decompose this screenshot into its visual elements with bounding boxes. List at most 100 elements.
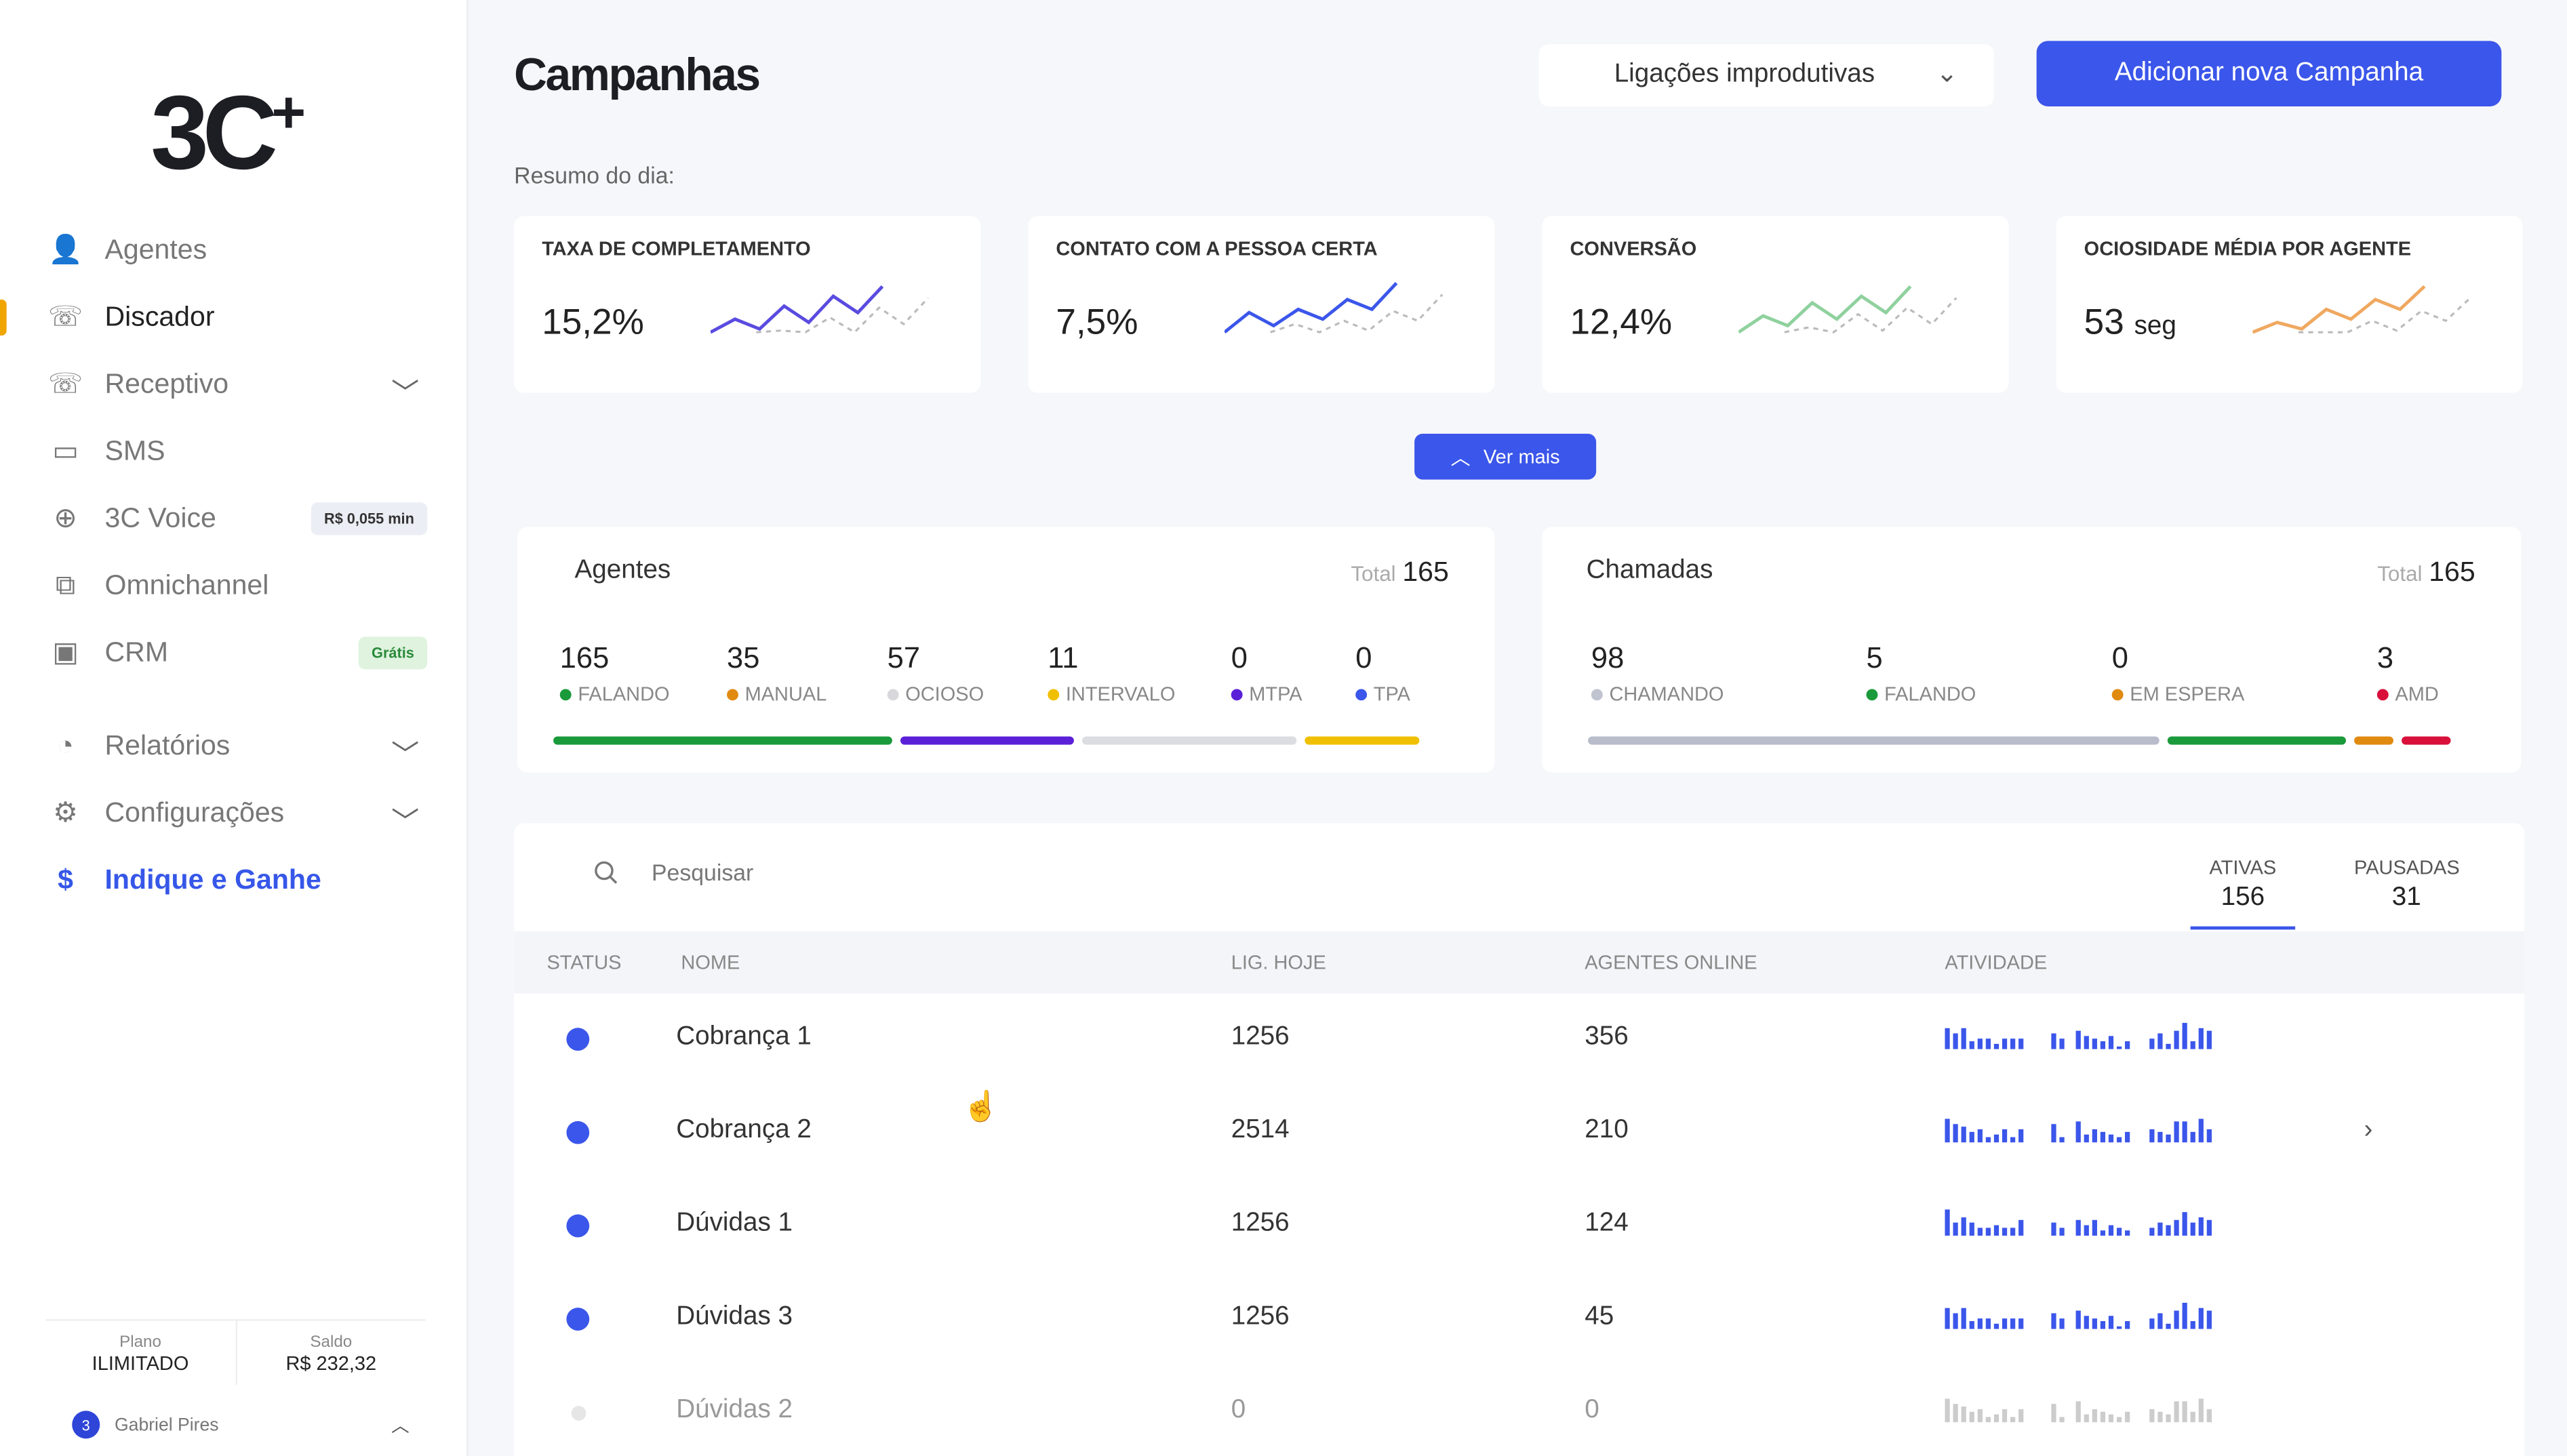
activity-bar [2092, 1409, 2097, 1423]
sidebar-item-receptivo[interactable]: ☏ Receptivo ﹀ [0, 350, 469, 418]
chevron-down-icon[interactable]: ﹀ [391, 807, 420, 838]
filter-select[interactable]: Ligações improdutivas ⌄ [1538, 44, 1994, 106]
status-dot-icon [559, 688, 572, 700]
add-campaign-button[interactable]: Adicionar nova Campanha [2036, 41, 2502, 106]
activity-bar [1945, 1398, 1950, 1423]
activity-bar [1953, 1033, 1958, 1049]
activity-bar [2075, 1310, 2081, 1329]
activity-bar [2190, 1222, 2195, 1236]
stat-value: 11 [1048, 641, 1079, 674]
table-row[interactable]: Dúvidas 1 1256 124 [514, 1180, 2524, 1274]
column-header[interactable]: NOME [681, 950, 740, 974]
avatar: 3 [72, 1411, 100, 1439]
stat-legend: EM ESPERA [2111, 683, 2244, 706]
activity-bar [1953, 1124, 1958, 1143]
tab-count: 156 [2221, 883, 2265, 912]
kpi-value: 7,5% [1056, 301, 1138, 344]
activity-bar [2157, 1411, 2163, 1423]
sidebar-item-sms[interactable]: ▭ SMS [0, 418, 469, 485]
column-header[interactable]: STATUS [546, 950, 622, 974]
agents-bar [553, 736, 1420, 745]
table-row[interactable]: Dúvidas 3 1256 45 [514, 1273, 2524, 1367]
tab-pausadas[interactable]: PAUSADAS 31 [2354, 856, 2460, 930]
plan: Plano ILIMITADO [46, 1320, 237, 1385]
activity-bar [2182, 1212, 2187, 1236]
kpi-sparkline [1738, 285, 1957, 334]
stat-manual: 35 MANUAL [727, 641, 827, 706]
activity-bar [2059, 1038, 2065, 1049]
activity-bar [1977, 1318, 1983, 1329]
activity-bar [1985, 1228, 1991, 1236]
balance: Saldo R$ 232,32 [237, 1321, 426, 1385]
sidebar-item-relat-rios[interactable]: ◔ Relatórios ﹀ [0, 712, 469, 779]
globe-icon: ⊕ [54, 502, 77, 533]
sidebar-item-3c-voice[interactable]: ⊕ 3C Voice R$ 0,055 min [0, 485, 469, 552]
campaign-name: Dúvidas 2 [676, 1396, 793, 1424]
activity-bar [2166, 1323, 2171, 1329]
chevron-up-icon[interactable]: ︿ [391, 1416, 410, 1436]
tab-ativas[interactable]: ATIVAS 156 [2190, 856, 2296, 930]
stat-em-espera: 0 EM ESPERA [2111, 641, 2244, 706]
calls-today: 1256 [1231, 1023, 1290, 1051]
activity-chart [1945, 1118, 2212, 1143]
status-dot-icon [1591, 688, 1603, 700]
chevron-right-icon[interactable]: › [2364, 1116, 2373, 1144]
agents-card: Agentes Total 165 165 FALANDO 35 MANUAL 57 OCI… [517, 527, 1495, 773]
sidebar-item-crm[interactable]: ▣ CRM Grátis [0, 619, 469, 686]
stat-legend: TPA [1355, 683, 1410, 706]
pie-chart-icon: ◔ [57, 729, 74, 761]
column-header[interactable]: ATIVIDADE [1945, 950, 2048, 974]
activity-bar [2108, 1316, 2114, 1329]
activity-bar [2100, 1230, 2106, 1236]
calls-bar [1588, 736, 2451, 745]
table-row[interactable]: Dúvidas 2 0 0 [514, 1367, 2524, 1456]
sparkline-previous [2298, 297, 2471, 333]
table-row[interactable]: Cobrança 2 2514 210 › [514, 1087, 2524, 1180]
activity-bar [2108, 1134, 2114, 1143]
table-row[interactable]: Cobrança 1 1256 356 [514, 994, 2524, 1087]
sidebar-item-indique-e-ganhe[interactable]: $ Indique e Ganhe [0, 846, 469, 913]
kpi-number: 53 [2084, 301, 2124, 342]
column-header[interactable]: LIG. HOJE [1231, 950, 1326, 974]
sidebar-item-discador[interactable]: ☏ Discador [0, 283, 469, 350]
sidebar-item-label: Relatórios [104, 729, 231, 761]
activity-bar [2206, 1409, 2212, 1423]
bar-segment [1305, 736, 1420, 745]
stat-label: OCIOSO [905, 682, 984, 706]
stat-value: 35 [727, 641, 760, 674]
sidebar-item-omnichannel[interactable]: ⧉ Omnichannel [0, 552, 469, 619]
column-header[interactable]: AGENTES ONLINE [1585, 950, 1757, 974]
summary-label: Resumo do dia: [514, 162, 675, 188]
sidebar-item-agentes[interactable]: 👤 Agentes [0, 216, 469, 283]
search-input[interactable]: Pesquisar [593, 860, 753, 885]
stat-label: FALANDO [578, 682, 670, 706]
activity-bar [1985, 1137, 1991, 1143]
status-dot-icon [566, 1028, 590, 1051]
sparkline-current [710, 285, 884, 334]
chevron-down-icon[interactable]: ﹀ [391, 740, 420, 771]
tab-count: 31 [2391, 883, 2421, 912]
ver-mais-button[interactable]: ︿ Ver mais [1414, 433, 1597, 480]
stat-mtpa: 0 MTPA [1231, 641, 1302, 706]
activity-bar [2100, 1411, 2106, 1423]
activity-bar [1945, 1118, 1950, 1143]
balance-label: Saldo [310, 1333, 353, 1352]
sidebar-item-configura-es[interactable]: ⚙ Configurações ﹀ [0, 779, 469, 846]
sparkline-current [1738, 285, 1912, 334]
bar-segment [2354, 736, 2393, 745]
agents-title: Agentes [574, 556, 671, 584]
calls-today: 1256 [1231, 1302, 1290, 1331]
activity-bar [2174, 1310, 2179, 1329]
kpi-label: CONVERSÃO [1570, 237, 1697, 260]
user-menu[interactable]: 3 Gabriel Pires ︿ [72, 1411, 410, 1439]
chevron-down-icon[interactable]: ﹀ [391, 378, 420, 409]
activity-bar [1977, 1038, 1983, 1049]
crm-icon: ▣ [52, 636, 79, 667]
activity-bar [2084, 1036, 2089, 1049]
activity-bar [2116, 1228, 2122, 1236]
stat-label: FALANDO [1884, 682, 1976, 706]
campaign-name: Cobrança 1 [676, 1023, 812, 1051]
activity-bar [2084, 1414, 2089, 1423]
logo[interactable]: 3C+ [151, 73, 306, 192]
